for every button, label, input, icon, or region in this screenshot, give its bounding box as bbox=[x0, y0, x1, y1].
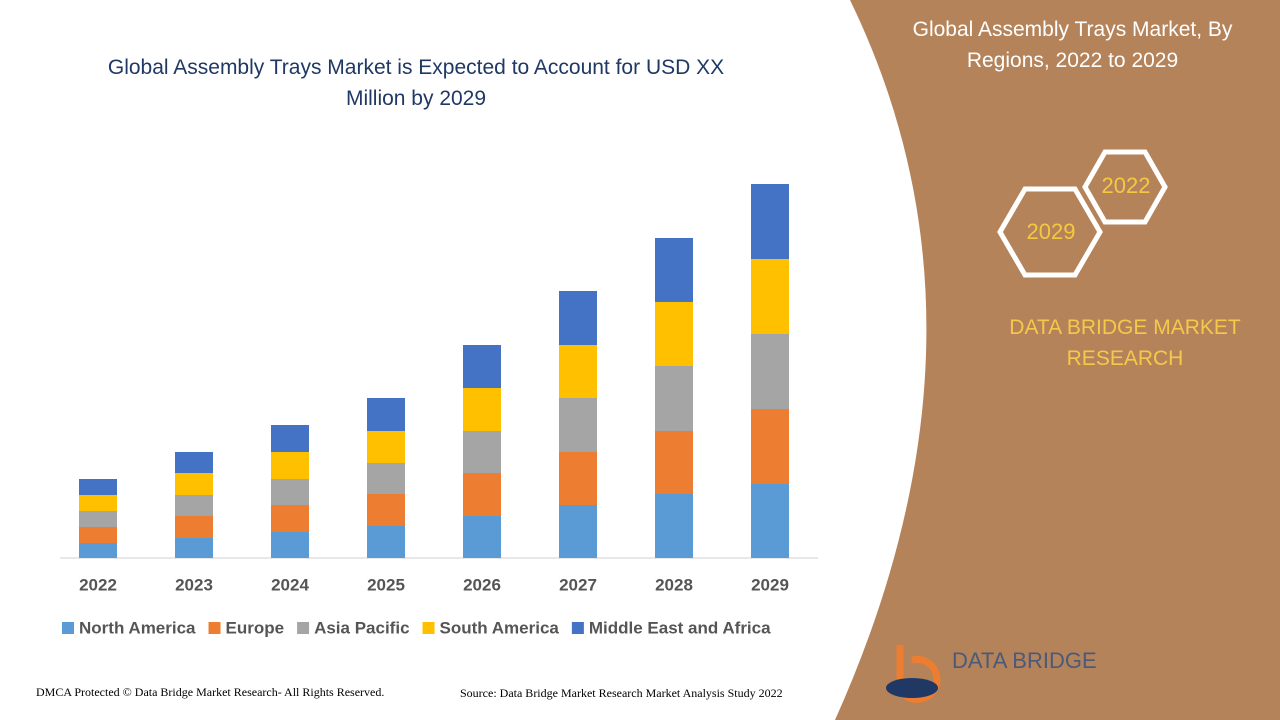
bar-segment bbox=[79, 527, 117, 543]
hexagon bbox=[997, 186, 1103, 278]
chart-title: Global Assembly Trays Market is Expected… bbox=[107, 56, 725, 110]
bar-segment bbox=[463, 516, 501, 558]
logo: DATA BRIDGE bbox=[886, 645, 1097, 703]
legend-swatch bbox=[62, 622, 74, 634]
bar-segment bbox=[175, 495, 213, 516]
x-tick-label: 2028 bbox=[655, 575, 693, 594]
hex-label: 2029 bbox=[1027, 219, 1076, 244]
x-tick-label: 2022 bbox=[79, 575, 117, 594]
bar-segment bbox=[175, 516, 213, 538]
bar-segment bbox=[655, 431, 693, 494]
logo-text: DATA BRIDGE bbox=[952, 648, 1097, 673]
bar-segment bbox=[751, 484, 789, 558]
bar-segment bbox=[655, 238, 693, 302]
legend-label: Europe bbox=[226, 618, 285, 637]
bar-segment bbox=[463, 473, 501, 516]
x-tick-label: 2024 bbox=[271, 575, 309, 594]
bar-segment bbox=[559, 345, 597, 398]
bar-segment bbox=[175, 452, 213, 473]
bar-segment bbox=[367, 431, 405, 463]
legend-swatch bbox=[422, 622, 435, 634]
bar-segment bbox=[271, 425, 309, 452]
bar-segment bbox=[79, 495, 117, 511]
side-panel bbox=[835, 0, 1280, 720]
bar-segment bbox=[175, 473, 213, 495]
bar-segment bbox=[655, 302, 693, 366]
bar-segment bbox=[559, 505, 597, 558]
bar-segment bbox=[367, 463, 405, 494]
legend-label: North America bbox=[79, 618, 196, 637]
x-tick-label: 2029 bbox=[751, 575, 789, 594]
bar-segment bbox=[751, 184, 789, 259]
legend-label: Asia Pacific bbox=[314, 618, 409, 637]
x-tick-label: 2023 bbox=[175, 575, 213, 594]
bar-segment bbox=[271, 532, 309, 558]
bar-segment bbox=[271, 479, 309, 505]
brand: DATA BRIDGE MARKET RESEARCH bbox=[1009, 316, 1241, 370]
bar-segment bbox=[367, 526, 405, 558]
bar-segment bbox=[79, 479, 117, 495]
legend-swatch bbox=[571, 622, 584, 634]
bar-segment bbox=[175, 538, 213, 558]
bar-segment bbox=[271, 452, 309, 479]
bar-segment bbox=[463, 431, 501, 473]
bar-segment bbox=[655, 494, 693, 558]
bar-segment bbox=[367, 494, 405, 526]
legend-swatch bbox=[208, 622, 221, 634]
bar-segment bbox=[79, 543, 117, 558]
bar-segment bbox=[559, 452, 597, 505]
legend-label: Middle East and Africa bbox=[589, 618, 771, 637]
footer-right: Source: Data Bridge Market Research Mark… bbox=[460, 686, 783, 700]
bar-segment bbox=[367, 398, 405, 431]
bar-segment bbox=[751, 334, 789, 409]
x-tick-label: 2027 bbox=[559, 575, 597, 594]
bar-segment bbox=[559, 398, 597, 452]
panel-title: Global Assembly Trays Market, By Regions… bbox=[912, 18, 1233, 72]
legend-label: South America bbox=[440, 618, 560, 637]
legend-swatch bbox=[297, 622, 310, 634]
bar-segment bbox=[79, 511, 117, 527]
hexagon bbox=[1082, 149, 1168, 225]
bar-segment bbox=[463, 388, 501, 431]
hex-label: 2022 bbox=[1102, 173, 1151, 198]
footer-left: DMCA Protected © Data Bridge Market Rese… bbox=[36, 685, 384, 699]
x-tick-label: 2026 bbox=[463, 575, 501, 594]
bar-segment bbox=[751, 259, 789, 334]
bar-segment bbox=[751, 409, 789, 484]
bar-segment bbox=[655, 366, 693, 431]
x-tick-label: 2025 bbox=[367, 575, 405, 594]
bar-segment bbox=[559, 291, 597, 345]
bar-segment bbox=[463, 345, 501, 388]
bar-segment bbox=[271, 505, 309, 532]
